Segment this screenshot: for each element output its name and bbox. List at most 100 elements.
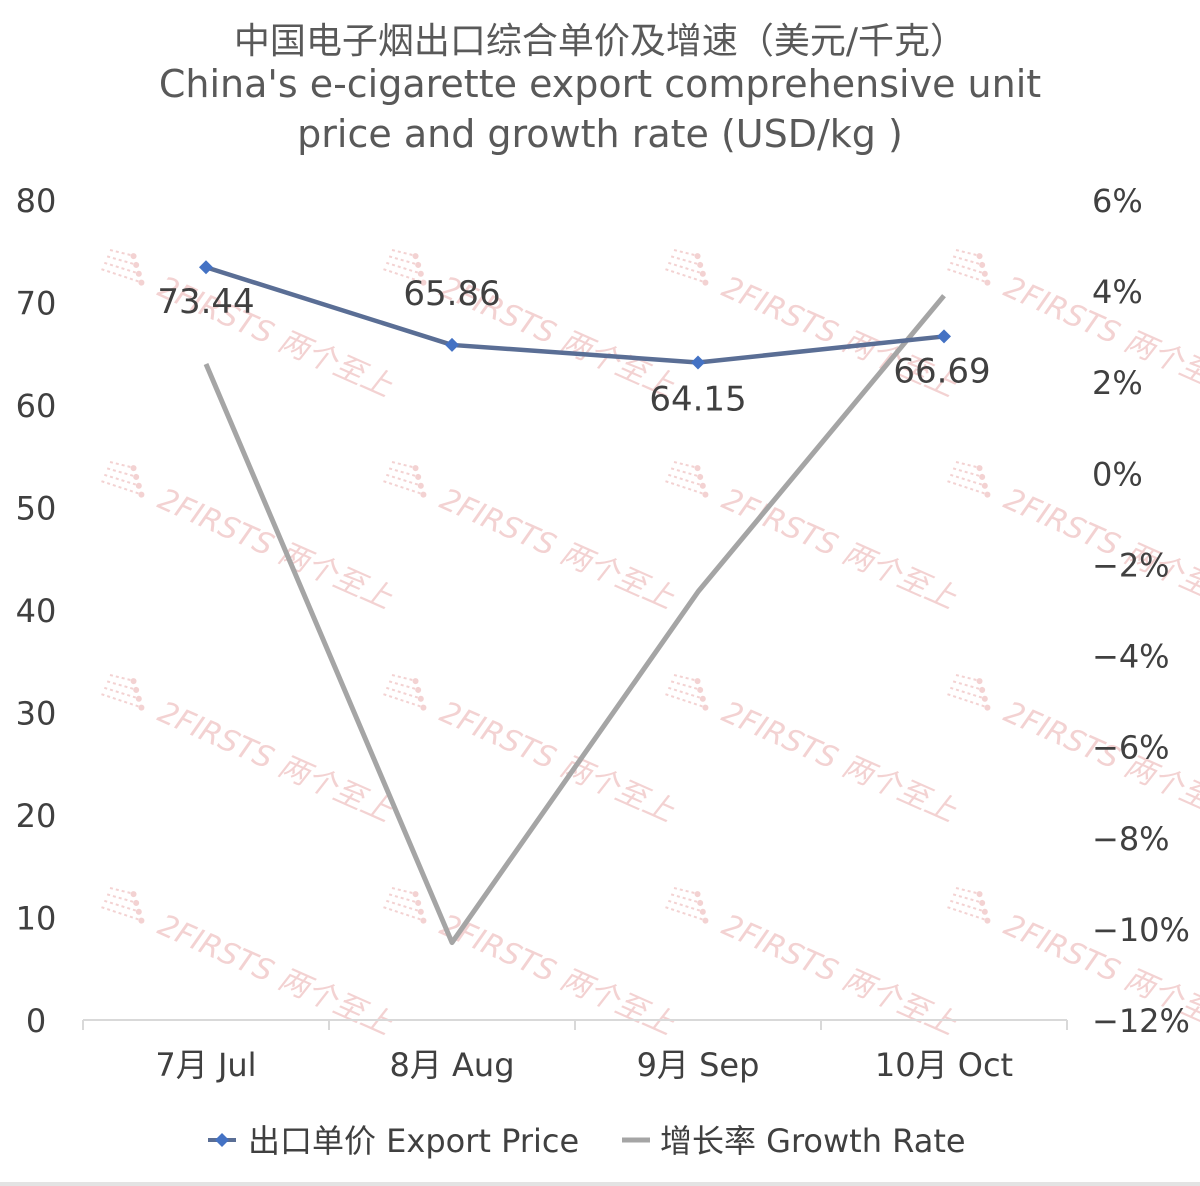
watermark-logo-dot bbox=[702, 917, 709, 924]
watermark-logo-stroke bbox=[101, 268, 140, 283]
export-price-data-label: 65.86 bbox=[403, 274, 500, 314]
chart-title-english-line-1: China's e-cigarette export comprehensive… bbox=[158, 62, 1042, 106]
y-right-tick-label: 4% bbox=[1092, 273, 1143, 311]
watermark-logo-dot bbox=[133, 899, 140, 906]
watermark-logo-dot bbox=[135, 482, 142, 489]
watermark: 2FIRSTS 两个至上 bbox=[101, 461, 398, 617]
y-right-tick-label: −10% bbox=[1092, 911, 1190, 949]
x-tick-label: 7月 Jul bbox=[155, 1046, 256, 1084]
watermark-text: 2FIRSTS 两个至上 bbox=[717, 695, 962, 830]
watermark-logo-dot bbox=[412, 465, 419, 472]
watermark-text: 2FIRSTS 两个至上 bbox=[717, 482, 962, 617]
watermark-logo-dot bbox=[417, 908, 424, 915]
watermark-logo-stroke bbox=[952, 893, 981, 904]
watermark-logo-dot bbox=[702, 491, 709, 498]
watermark-logo-dot bbox=[133, 473, 140, 480]
watermark-logo-dot bbox=[694, 253, 701, 260]
watermark: 2FIRSTS 两个至上 bbox=[665, 887, 962, 1043]
watermark-text: 2FIRSTS 两个至上 bbox=[717, 908, 962, 1043]
watermark-logo-dot bbox=[412, 891, 419, 898]
watermark-logo-dot bbox=[138, 704, 145, 711]
watermark-logo-stroke bbox=[952, 255, 981, 266]
watermark-logo-dot bbox=[699, 908, 706, 915]
watermark-logo-dot bbox=[138, 917, 145, 924]
watermark-logo-dot bbox=[138, 491, 145, 498]
watermark-logo-stroke bbox=[104, 473, 138, 486]
watermark-logo-stroke bbox=[955, 887, 978, 895]
watermark-logo-dot bbox=[130, 891, 137, 898]
watermark-logo-stroke bbox=[955, 674, 978, 682]
watermark-logo-stroke bbox=[383, 480, 422, 495]
watermark-logo-dot bbox=[415, 899, 422, 906]
watermark-logo-stroke bbox=[386, 899, 420, 912]
watermark-logo-dot bbox=[702, 704, 709, 711]
watermark-logo-dot bbox=[699, 695, 706, 702]
y-left-tick-label: 10 bbox=[16, 900, 57, 938]
watermark-logo-dot bbox=[417, 270, 424, 277]
legend-export-price-label: 出口单价 Export Price bbox=[248, 1122, 579, 1160]
watermark-logo-dot bbox=[981, 270, 988, 277]
watermark-logo-stroke bbox=[947, 268, 986, 283]
watermark-logo-dot bbox=[412, 253, 419, 260]
watermark-layer: 2FIRSTS 两个至上 2FIRSTS 两个至上 2FIRSTS 两个至上 2FIR… bbox=[101, 249, 1200, 1043]
export-price-data-label: 64.15 bbox=[649, 379, 746, 419]
watermark: 2FIRSTS 两个至上 bbox=[665, 461, 962, 617]
watermark-logo-stroke bbox=[101, 906, 140, 921]
watermark-logo-stroke bbox=[673, 461, 696, 469]
watermark-logo-stroke bbox=[665, 906, 704, 921]
watermark-logo-stroke bbox=[668, 899, 702, 912]
watermark-logo-stroke bbox=[104, 686, 138, 699]
watermark: 2FIRSTS 两个至上 bbox=[383, 887, 680, 1043]
y-left-tick-label: 60 bbox=[16, 387, 57, 425]
watermark-logo-dot bbox=[130, 253, 137, 260]
watermark-logo-dot bbox=[130, 465, 137, 472]
watermark-logo-dot bbox=[135, 270, 142, 277]
y-left-tick-label: 30 bbox=[16, 695, 57, 733]
watermark-logo-stroke bbox=[950, 686, 984, 699]
watermark-logo-stroke bbox=[383, 693, 422, 708]
watermark-logo-stroke bbox=[955, 249, 978, 257]
watermark-logo-stroke bbox=[673, 249, 696, 257]
watermark-logo-stroke bbox=[665, 480, 704, 495]
watermark-logo-dot bbox=[420, 704, 427, 711]
watermark-logo-dot bbox=[984, 491, 991, 498]
watermark-logo-dot bbox=[697, 899, 704, 906]
y-left-tick-label: 70 bbox=[16, 285, 57, 323]
watermark-logo-dot bbox=[135, 908, 142, 915]
export-price-data-label: 73.44 bbox=[157, 282, 254, 322]
watermark-logo-dot bbox=[697, 686, 704, 693]
watermark-logo-stroke bbox=[668, 473, 702, 486]
watermark-logo-stroke bbox=[101, 693, 140, 708]
watermark-logo-stroke bbox=[386, 686, 420, 699]
y-left-tick-label: 20 bbox=[16, 797, 57, 835]
watermark-logo-stroke bbox=[109, 461, 132, 469]
watermark-logo-dot bbox=[984, 917, 991, 924]
watermark-logo-stroke bbox=[109, 674, 132, 682]
watermark-logo-dot bbox=[984, 279, 991, 286]
watermark-logo-dot bbox=[979, 473, 986, 480]
watermark-logo-dot bbox=[412, 678, 419, 685]
watermark-logo-stroke bbox=[670, 467, 699, 478]
watermark-logo-dot bbox=[699, 482, 706, 489]
watermark-logo-stroke bbox=[947, 693, 986, 708]
watermark-logo-dot bbox=[976, 678, 983, 685]
watermark-logo-stroke bbox=[670, 893, 699, 904]
watermark: 2FIRSTS 两个至上 bbox=[101, 249, 398, 405]
legend: 出口单价 Export Price 增长率 Growth Rate bbox=[208, 1122, 966, 1160]
y-right-tick-label: 6% bbox=[1092, 182, 1143, 220]
watermark-logo-stroke bbox=[106, 255, 135, 266]
x-tick-label: 9月 Sep bbox=[637, 1046, 760, 1084]
watermark-logo-stroke bbox=[952, 680, 981, 691]
watermark: 2FIRSTS 两个至上 bbox=[383, 461, 680, 617]
y-right-tick-label: −6% bbox=[1092, 729, 1170, 767]
watermark-text: 2FIRSTS 两个至上 bbox=[153, 908, 398, 1043]
watermark: 2FIRSTS 两个至上 bbox=[947, 461, 1200, 617]
watermark-logo-dot bbox=[699, 270, 706, 277]
watermark-logo-dot bbox=[130, 678, 137, 685]
watermark-logo-stroke bbox=[104, 261, 138, 274]
watermark-logo-stroke bbox=[668, 686, 702, 699]
watermark-logo-stroke bbox=[109, 249, 132, 257]
watermark-text: 2FIRSTS 两个至上 bbox=[435, 908, 680, 1043]
watermark-logo-stroke bbox=[950, 473, 984, 486]
watermark-logo-stroke bbox=[947, 480, 986, 495]
